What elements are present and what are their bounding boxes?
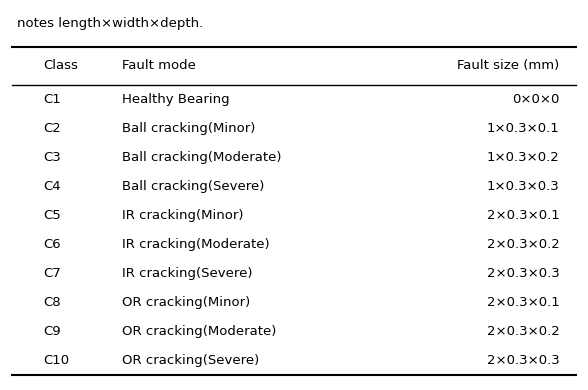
Text: OR cracking(Moderate): OR cracking(Moderate)	[122, 325, 276, 338]
Text: 2×0.3×0.1: 2×0.3×0.1	[486, 209, 559, 222]
Text: Healthy Bearing: Healthy Bearing	[122, 92, 229, 106]
Text: C4: C4	[43, 180, 61, 193]
Text: IR cracking(Severe): IR cracking(Severe)	[122, 267, 252, 280]
Text: 2×0.3×0.1: 2×0.3×0.1	[486, 296, 559, 308]
Text: Ball cracking(Minor): Ball cracking(Minor)	[122, 122, 255, 135]
Text: OR cracking(Severe): OR cracking(Severe)	[122, 354, 259, 367]
Text: C6: C6	[43, 238, 61, 251]
Text: Class: Class	[43, 59, 78, 72]
Text: 2×0.3×0.3: 2×0.3×0.3	[486, 354, 559, 367]
Text: C9: C9	[43, 325, 61, 338]
Text: Ball cracking(Severe): Ball cracking(Severe)	[122, 180, 264, 193]
Text: 1×0.3×0.2: 1×0.3×0.2	[486, 151, 559, 163]
Text: C10: C10	[43, 354, 69, 367]
Text: C8: C8	[43, 296, 61, 308]
Text: OR cracking(Minor): OR cracking(Minor)	[122, 296, 250, 308]
Text: Fault mode: Fault mode	[122, 59, 196, 72]
Text: 1×0.3×0.1: 1×0.3×0.1	[486, 122, 559, 135]
Text: 2×0.3×0.2: 2×0.3×0.2	[486, 238, 559, 251]
Text: Fault size (mm): Fault size (mm)	[457, 59, 559, 72]
Text: 1×0.3×0.3: 1×0.3×0.3	[486, 180, 559, 193]
Text: C5: C5	[43, 209, 61, 222]
Text: C7: C7	[43, 267, 61, 280]
Text: IR cracking(Minor): IR cracking(Minor)	[122, 209, 243, 222]
Text: notes length×width×depth.: notes length×width×depth.	[18, 17, 203, 30]
Text: C1: C1	[43, 92, 61, 106]
Text: C3: C3	[43, 151, 61, 163]
Text: C2: C2	[43, 122, 61, 135]
Text: Ball cracking(Moderate): Ball cracking(Moderate)	[122, 151, 281, 163]
Text: 0×0×0: 0×0×0	[512, 92, 559, 106]
Text: 2×0.3×0.3: 2×0.3×0.3	[486, 267, 559, 280]
Text: IR cracking(Moderate): IR cracking(Moderate)	[122, 238, 269, 251]
Text: 2×0.3×0.2: 2×0.3×0.2	[486, 325, 559, 338]
